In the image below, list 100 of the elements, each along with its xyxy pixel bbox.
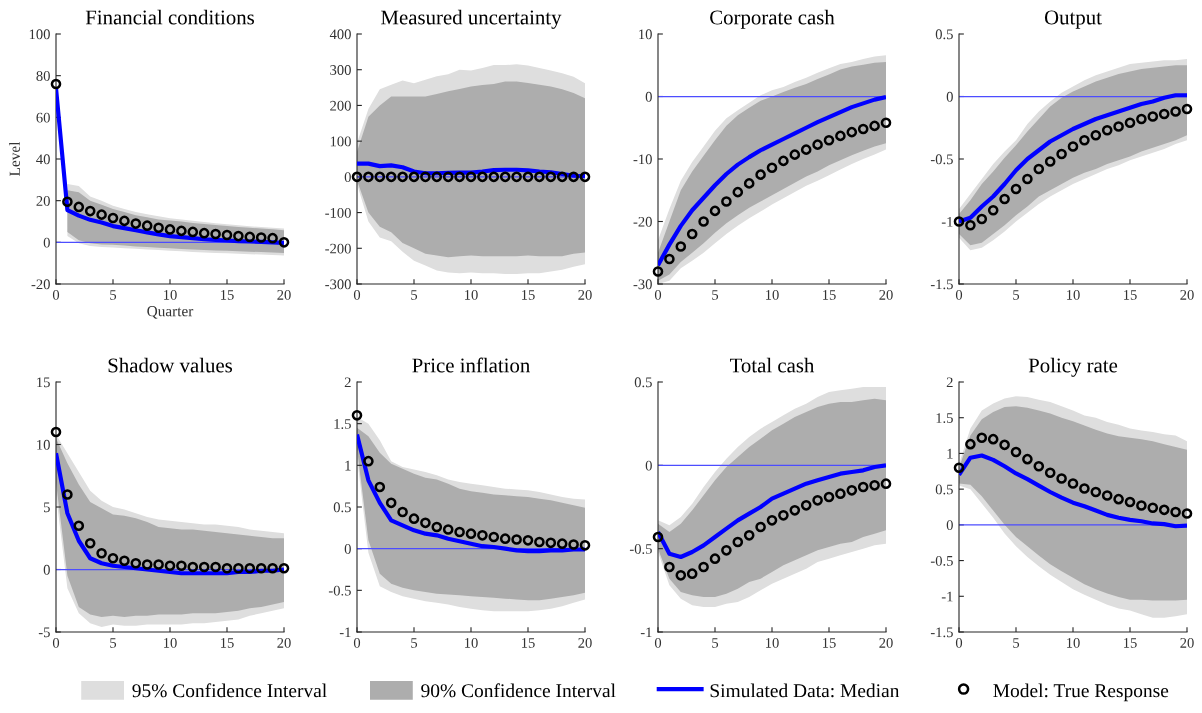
y-tick-label: -300 [325, 279, 351, 290]
y-tick-label: 2 [344, 377, 351, 388]
x-tick-label: 5 [110, 290, 117, 300]
chart-title: Output [1044, 10, 1102, 29]
x-tick-label: 0 [955, 637, 963, 648]
y-tick-label: -200 [325, 243, 351, 254]
x-tick-label: 5 [712, 638, 719, 648]
y-tick-label: 1 [345, 460, 351, 471]
x-tick-label: 20 [879, 289, 893, 300]
y-tick-label: -1 [339, 627, 351, 638]
x-tick-label: 15 [1123, 638, 1137, 648]
x-tick-label: 10 [765, 637, 779, 648]
x-tick-label: 10 [1066, 637, 1080, 648]
x-tick-label: 5 [712, 290, 719, 300]
y-tick-label: 0 [645, 91, 652, 102]
y-tick-label: 1.5 [334, 419, 351, 429]
x-tick-label: 10 [163, 289, 177, 300]
x-tick-label: 0 [52, 637, 60, 648]
x-tick-label: 20 [1180, 637, 1194, 648]
legend-label: Model: True Response [993, 683, 1169, 702]
legend-label: 95% Confidence Interval [132, 683, 327, 698]
y-tick-label: -0.5 [930, 555, 953, 566]
y-tick-label: 0 [344, 544, 351, 554]
legend-label: Simulated Data: Median [710, 683, 900, 698]
y-tick-label: -0.5 [629, 544, 652, 554]
y-tick-label: -1 [941, 216, 953, 227]
y-tick-label: 5 [44, 502, 50, 513]
x-tick-label: 15 [220, 638, 234, 648]
y-tick-label: -1 [941, 591, 953, 602]
y-tick-label: 20 [36, 196, 50, 206]
x-tick-label: 0 [654, 289, 662, 300]
y-tick-label: -20 [633, 216, 652, 227]
y-tick-label: 10 [37, 439, 50, 450]
x-tick-label: 20 [1180, 289, 1194, 300]
y-tick-label: -30 [633, 279, 652, 290]
x-tick-label: 5 [110, 638, 117, 648]
x-tick-label: 5 [411, 290, 418, 300]
y-tick-label: 300 [330, 65, 351, 75]
x-tick-label: 20 [277, 637, 291, 648]
y-tick-label: -10 [633, 154, 652, 165]
y-tick-label: 0 [645, 460, 652, 471]
y-tick-label: 0 [946, 520, 953, 531]
y-tick-label: 0.5 [634, 377, 652, 388]
x-tick-label: 15 [521, 290, 535, 300]
y-tick-label: -0.5 [328, 585, 351, 596]
x-tick-label: 15 [1123, 290, 1137, 300]
chart-title: Total cash [730, 357, 815, 373]
y-tick-label: 0 [344, 172, 351, 183]
x-tick-label: 0 [353, 637, 361, 648]
y-tick-label: -1 [640, 627, 652, 638]
chart-title: Measured uncertainty [381, 9, 562, 29]
x-tick-label: 5 [1013, 290, 1020, 300]
chart-title: Price inflation [412, 357, 530, 373]
x-tick-label: 10 [464, 637, 478, 648]
x-axis-title: Quarter [147, 306, 194, 319]
y-tick-label: 0 [946, 91, 953, 102]
y-tick-label: 200 [330, 100, 351, 111]
y-axis-title: Level [9, 141, 20, 176]
y-tick-label: 100 [330, 136, 351, 147]
x-tick-label: 15 [521, 638, 535, 648]
y-tick-label: 100 [29, 29, 50, 40]
x-tick-label: 10 [163, 637, 177, 648]
chart-title: Financial conditions [85, 9, 255, 25]
x-tick-label: 15 [822, 290, 836, 300]
y-tick-label: 2 [946, 377, 953, 388]
y-tick-label: -5 [38, 627, 50, 638]
y-tick-label: 0.5 [935, 29, 953, 40]
y-tick-label: 60 [36, 112, 50, 123]
y-tick-label: 400 [329, 29, 351, 40]
y-tick-label: -20 [31, 279, 50, 290]
x-tick-label: 20 [277, 289, 291, 300]
y-tick-label: 0.5 [333, 502, 351, 513]
y-tick-label: -100 [325, 207, 351, 218]
y-tick-label: 15 [37, 377, 50, 388]
x-tick-label: 5 [411, 638, 418, 648]
chart-title: Shadow values [108, 357, 233, 373]
x-tick-label: 20 [578, 289, 592, 300]
x-tick-label: 10 [464, 289, 478, 300]
x-tick-label: 0 [52, 289, 60, 300]
y-tick-label: -0.5 [930, 154, 953, 165]
y-tick-label: 0.5 [935, 484, 953, 495]
x-tick-label: 0 [353, 289, 361, 300]
x-tick-label: 0 [955, 289, 963, 300]
y-tick-label: -1.5 [930, 279, 953, 290]
chart-title: Corporate cash [710, 9, 835, 29]
chart-title: Policy rate [1028, 357, 1118, 377]
y-tick-label: 0 [43, 564, 50, 575]
x-tick-label: 15 [822, 638, 836, 648]
x-tick-label: 15 [220, 290, 234, 300]
x-tick-label: 20 [879, 637, 893, 648]
y-tick-label: 80 [36, 71, 50, 81]
legend-label: 90% Confidence Interval [421, 683, 616, 698]
y-tick-label: 0 [43, 237, 50, 248]
x-tick-label: 10 [765, 289, 779, 300]
x-tick-label: 20 [578, 637, 592, 648]
x-tick-label: 10 [1066, 289, 1080, 300]
x-tick-label: 5 [1013, 638, 1020, 648]
x-tick-label: 0 [654, 637, 662, 648]
y-tick-label: 1 [947, 448, 953, 459]
y-tick-label: 1.5 [936, 413, 953, 423]
